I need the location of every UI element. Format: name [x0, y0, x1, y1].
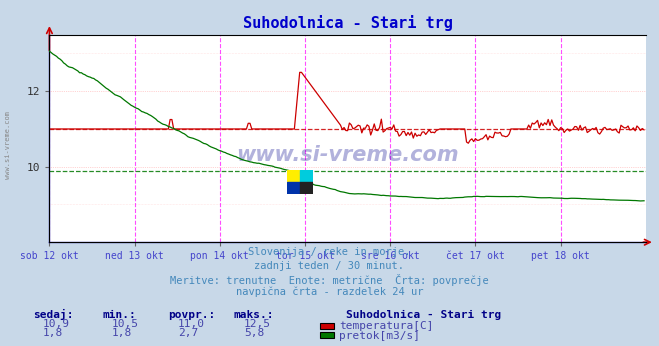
Text: Suhodolnica - Stari trg: Suhodolnica - Stari trg: [346, 310, 501, 320]
Text: www.si-vreme.com: www.si-vreme.com: [237, 145, 459, 165]
Text: 12,5: 12,5: [244, 319, 271, 329]
Bar: [300, 182, 313, 194]
Text: 10,5: 10,5: [112, 319, 139, 329]
Text: Meritve: trenutne  Enote: metrične  Črta: povprečje: Meritve: trenutne Enote: metrične Črta: …: [170, 274, 489, 286]
Text: povpr.:: povpr.:: [168, 310, 215, 320]
Bar: [300, 170, 313, 182]
Text: pretok[m3/s]: pretok[m3/s]: [339, 331, 420, 340]
Text: 1,8: 1,8: [43, 328, 63, 338]
Text: temperatura[C]: temperatura[C]: [339, 321, 434, 331]
Text: 5,8: 5,8: [244, 328, 264, 338]
Text: min.:: min.:: [102, 310, 136, 320]
Text: www.si-vreme.com: www.si-vreme.com: [5, 111, 11, 179]
Text: navpična črta - razdelek 24 ur: navpična črta - razdelek 24 ur: [236, 287, 423, 297]
Text: 11,0: 11,0: [178, 319, 205, 329]
Title: Suhodolnica - Stari trg: Suhodolnica - Stari trg: [243, 15, 453, 31]
Text: sedaj:: sedaj:: [33, 309, 73, 320]
Text: zadnji teden / 30 minut.: zadnji teden / 30 minut.: [254, 261, 405, 271]
Text: 1,8: 1,8: [112, 328, 132, 338]
Text: 10,9: 10,9: [43, 319, 70, 329]
Bar: [287, 170, 300, 182]
Text: 2,7: 2,7: [178, 328, 198, 338]
Bar: [287, 182, 300, 194]
Text: Slovenija / reke in morje.: Slovenija / reke in morje.: [248, 247, 411, 257]
Text: maks.:: maks.:: [234, 310, 274, 320]
